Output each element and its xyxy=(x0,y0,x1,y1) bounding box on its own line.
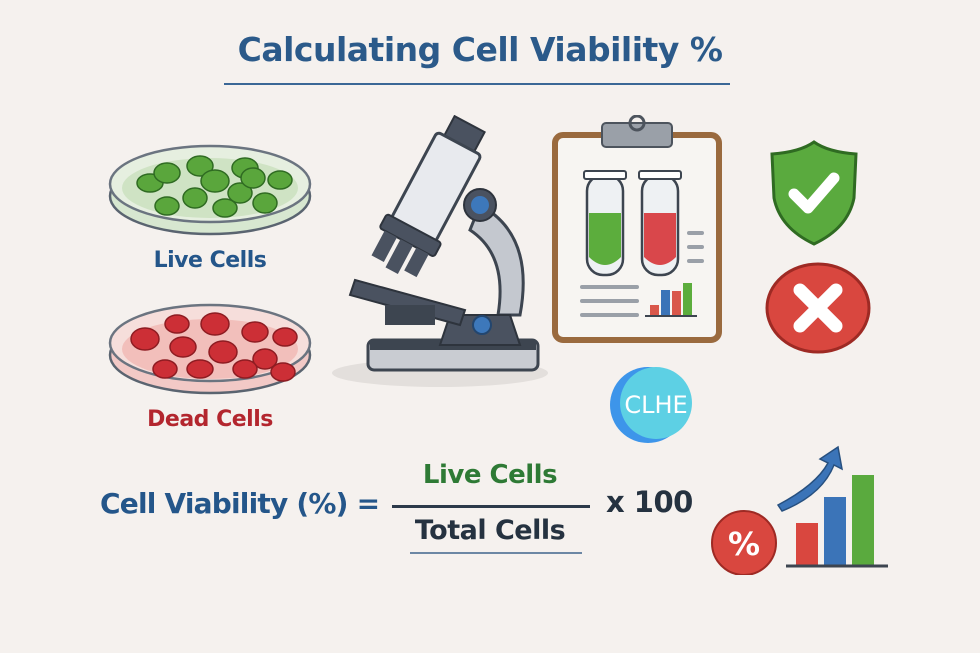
page-title: Calculating Cell Viability % xyxy=(237,30,723,69)
percent-icon: % xyxy=(728,525,760,563)
clipboard-icon xyxy=(552,115,722,345)
shield-check-icon xyxy=(768,138,860,248)
logo-text: CLHE xyxy=(624,391,687,419)
formula-denominator: Total Cells xyxy=(414,515,566,546)
formula-multiplier: x 100 xyxy=(606,485,693,519)
formula-lhs: Cell Viability (%) = xyxy=(100,487,380,520)
live-cells-label: Live Cells xyxy=(153,248,267,273)
cross-circle-icon xyxy=(764,262,872,354)
microscope-icon xyxy=(330,115,550,395)
title-underline xyxy=(224,83,730,85)
denominator-underline xyxy=(410,552,582,554)
bar-chart-up-icon: % xyxy=(706,445,896,575)
clhe-logo: CLHE xyxy=(604,365,704,445)
petri-dish-dead-icon xyxy=(105,297,315,397)
petri-dish-live-icon xyxy=(105,138,315,238)
dead-cells-label: Dead Cells xyxy=(147,407,273,432)
formula-numerator: Live Cells xyxy=(422,460,558,490)
fraction-bar xyxy=(392,505,590,508)
